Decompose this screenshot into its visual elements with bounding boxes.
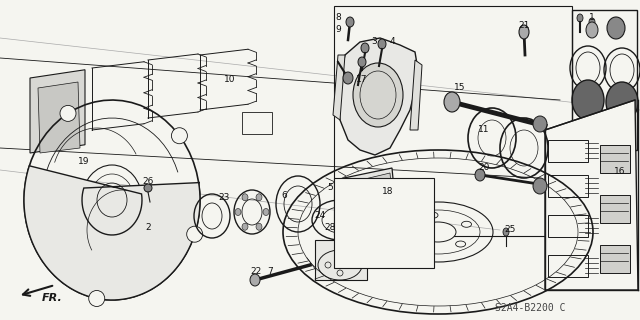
Polygon shape (338, 38, 418, 155)
Ellipse shape (256, 194, 262, 201)
Ellipse shape (475, 169, 485, 181)
Ellipse shape (428, 212, 438, 218)
Ellipse shape (172, 128, 188, 144)
Ellipse shape (456, 241, 466, 247)
Bar (548, 255, 588, 277)
Bar (548, 215, 588, 237)
Text: 24: 24 (314, 212, 326, 220)
Polygon shape (410, 60, 422, 130)
Text: 4: 4 (389, 37, 395, 46)
Bar (315, 240, 367, 280)
Ellipse shape (577, 14, 583, 22)
Text: 16: 16 (614, 167, 626, 177)
Text: 7: 7 (267, 268, 273, 276)
Ellipse shape (89, 291, 105, 307)
Ellipse shape (343, 72, 353, 84)
Ellipse shape (572, 80, 604, 120)
Text: FR.: FR. (42, 293, 63, 303)
Polygon shape (545, 100, 638, 290)
Text: 26: 26 (142, 178, 154, 187)
Text: 18: 18 (382, 188, 394, 196)
Text: 21: 21 (518, 21, 530, 30)
Ellipse shape (533, 116, 547, 132)
Ellipse shape (533, 178, 547, 194)
Bar (548, 140, 588, 162)
Ellipse shape (401, 226, 412, 232)
Text: 6: 6 (281, 191, 287, 201)
Ellipse shape (346, 17, 354, 27)
Polygon shape (344, 168, 396, 220)
Bar (572, 10, 637, 150)
Ellipse shape (242, 194, 248, 201)
Bar (548, 175, 588, 197)
Ellipse shape (378, 39, 386, 49)
Text: S2A4-B2200 C: S2A4-B2200 C (495, 303, 565, 313)
Text: 23: 23 (218, 194, 230, 203)
Ellipse shape (361, 43, 369, 53)
Ellipse shape (144, 184, 152, 192)
Text: 3: 3 (371, 37, 377, 46)
Text: 15: 15 (454, 84, 466, 92)
Ellipse shape (358, 57, 366, 67)
Ellipse shape (242, 223, 248, 230)
Polygon shape (30, 70, 85, 153)
Text: 1: 1 (589, 13, 595, 22)
Text: 20: 20 (478, 164, 490, 172)
Text: 5: 5 (327, 183, 333, 193)
Text: 17: 17 (356, 76, 368, 84)
Polygon shape (38, 82, 80, 153)
Bar (334, 6, 572, 236)
Ellipse shape (419, 244, 428, 250)
Ellipse shape (607, 17, 625, 39)
Ellipse shape (187, 226, 203, 242)
Text: 28: 28 (324, 223, 336, 233)
Bar (600, 245, 630, 273)
Ellipse shape (461, 221, 472, 227)
Ellipse shape (420, 222, 456, 242)
Polygon shape (333, 55, 345, 120)
Ellipse shape (256, 223, 262, 230)
Text: 22: 22 (250, 268, 262, 276)
Text: 9: 9 (335, 26, 341, 35)
Ellipse shape (263, 209, 269, 215)
Ellipse shape (353, 63, 403, 127)
Ellipse shape (250, 274, 260, 286)
Ellipse shape (606, 82, 638, 122)
Bar (334, 178, 434, 268)
Ellipse shape (503, 228, 509, 236)
Ellipse shape (444, 92, 460, 112)
Polygon shape (24, 166, 200, 300)
Text: 19: 19 (78, 157, 90, 166)
Ellipse shape (586, 22, 598, 38)
Text: 8: 8 (335, 13, 341, 22)
Text: 25: 25 (504, 226, 516, 235)
Bar (242, 112, 272, 134)
Text: 11: 11 (478, 125, 490, 134)
Ellipse shape (589, 18, 595, 26)
Bar (600, 195, 630, 223)
Bar (584, 124, 602, 134)
Text: 2: 2 (145, 223, 151, 233)
Ellipse shape (60, 105, 76, 121)
Ellipse shape (235, 209, 241, 215)
Bar (600, 145, 630, 173)
Polygon shape (348, 173, 393, 216)
Text: 10: 10 (224, 76, 236, 84)
Ellipse shape (519, 25, 529, 39)
